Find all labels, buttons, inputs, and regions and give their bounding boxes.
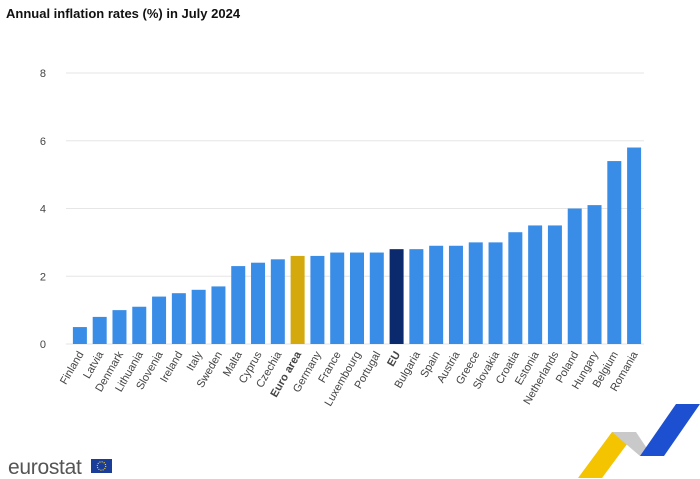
bar (389, 249, 404, 344)
bar (369, 252, 384, 344)
chart-title: Annual inflation rates (%) in July 2024 (6, 6, 241, 21)
bar (607, 161, 622, 344)
bar (409, 249, 424, 344)
bar (350, 252, 364, 344)
bar (567, 208, 582, 344)
bar (429, 245, 444, 344)
bar (508, 232, 523, 344)
decoration (578, 404, 700, 478)
x-tick-label: Finland (58, 350, 86, 387)
bar (92, 316, 107, 344)
bar (231, 266, 246, 344)
x-tick-label: EU (385, 349, 403, 368)
bar (132, 306, 147, 344)
bar (547, 225, 562, 344)
bar (72, 327, 87, 344)
bar (310, 255, 325, 344)
y-tick-label: 6 (40, 136, 46, 148)
y-tick-label: 2 (40, 271, 46, 283)
bar (270, 259, 285, 344)
bar (528, 225, 543, 344)
eu-flag (91, 459, 112, 473)
bar (587, 205, 602, 344)
y-tick-label: 0 (40, 339, 46, 351)
y-tick-label: 4 (40, 204, 46, 216)
bar (290, 255, 305, 344)
bar (468, 242, 483, 344)
bar (171, 293, 186, 344)
bar (488, 242, 503, 344)
bar (448, 245, 463, 344)
bar (627, 147, 642, 344)
logo-text: eurostat (8, 456, 82, 479)
bar (211, 286, 226, 344)
bar (251, 262, 266, 344)
bar (330, 252, 345, 344)
bar (191, 289, 206, 344)
bar (152, 296, 167, 344)
y-tick-label: 8 (40, 68, 46, 80)
bar (112, 310, 127, 344)
